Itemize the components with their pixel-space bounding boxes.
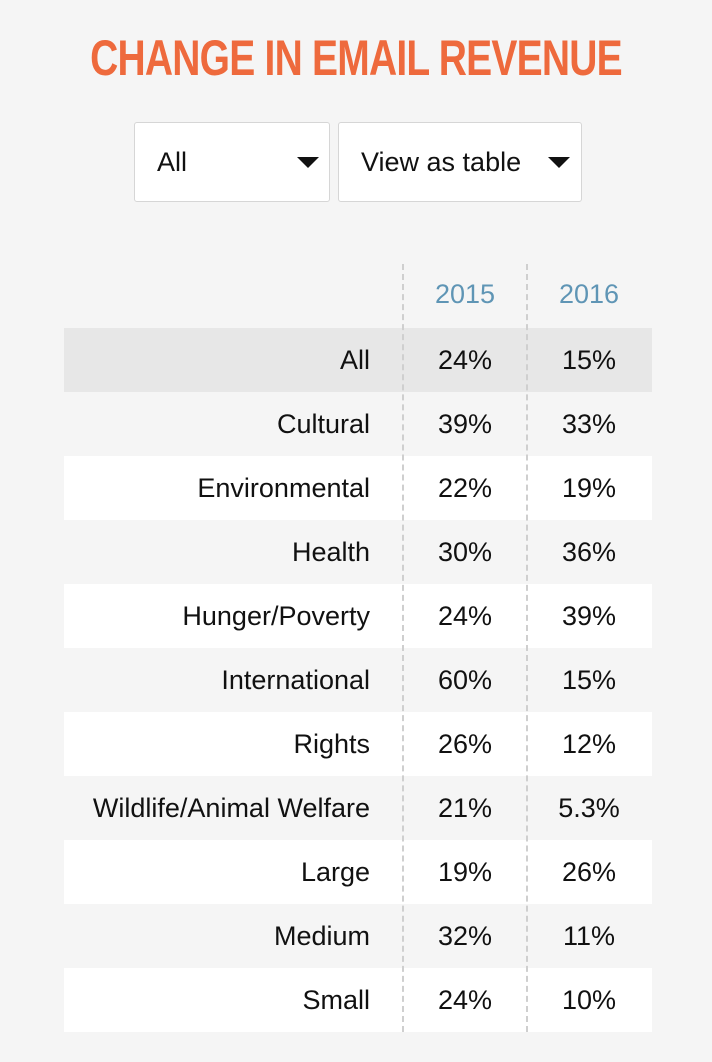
value-2015: 26% — [437, 729, 493, 759]
row-label: Small — [302, 985, 370, 1015]
table-row: All 24% 15% — [64, 328, 652, 392]
value-2015: 21% — [437, 793, 493, 823]
column-divider — [402, 264, 404, 1032]
value-2015: 60% — [437, 665, 493, 695]
value-2015: 32% — [437, 921, 493, 951]
value-2016: 39% — [561, 601, 617, 631]
caret-down-icon — [548, 157, 570, 168]
revenue-table: All 24% 15% Cultural 39% 33% Environment… — [64, 328, 652, 1032]
value-2015: 30% — [437, 537, 493, 567]
view-mode-select[interactable]: View as table — [338, 122, 582, 202]
table-row: Rights 26% 12% — [64, 712, 652, 776]
row-label: Large — [300, 857, 370, 887]
table-row: Medium 32% 11% — [64, 904, 652, 968]
table-row: International 60% 15% — [64, 648, 652, 712]
value-2016: 10% — [561, 985, 617, 1015]
value-2015: 22% — [437, 473, 493, 503]
row-label: Rights — [293, 729, 370, 759]
page-title: CHANGE IN EMAIL REVENUE — [90, 30, 623, 86]
value-2016: 19% — [561, 473, 617, 503]
row-label: Hunger/Poverty — [182, 601, 370, 631]
row-label: Wildlife/Animal Welfare — [92, 793, 370, 823]
value-2016: 15% — [561, 345, 617, 375]
value-2015: 24% — [437, 345, 493, 375]
value-2016: 36% — [561, 537, 617, 567]
value-2015: 39% — [437, 409, 493, 439]
value-2016: 5.3% — [558, 793, 620, 823]
category-filter-value: All — [157, 147, 188, 177]
row-label: Health — [291, 537, 370, 567]
table-row: Cultural 39% 33% — [64, 392, 652, 456]
row-label: Environmental — [197, 473, 370, 503]
column-header-2015: 2015 — [434, 279, 496, 309]
row-label: Cultural — [276, 409, 370, 439]
value-2015: 19% — [437, 857, 493, 887]
view-mode-value: View as table — [361, 147, 522, 177]
value-2016: 15% — [561, 665, 617, 695]
caret-down-icon — [297, 157, 319, 168]
value-2016: 33% — [561, 409, 617, 439]
value-2016: 12% — [561, 729, 617, 759]
row-label: Medium — [273, 921, 370, 951]
table-row: Hunger/Poverty 24% 39% — [64, 584, 652, 648]
row-label: International — [221, 665, 370, 695]
row-label: All — [339, 345, 370, 375]
value-2015: 24% — [437, 985, 493, 1015]
column-divider — [526, 264, 528, 1032]
column-header-2016: 2016 — [558, 279, 620, 309]
table-row: Wildlife/Animal Welfare 21% 5.3% — [64, 776, 652, 840]
table-row: Large 19% 26% — [64, 840, 652, 904]
table-row: Small 24% 10% — [64, 968, 652, 1032]
value-2016: 26% — [561, 857, 617, 887]
table-row: Environmental 22% 19% — [64, 456, 652, 520]
value-2016: 11% — [562, 921, 616, 951]
table-row: Health 30% 36% — [64, 520, 652, 584]
category-filter-select[interactable]: All — [134, 122, 330, 202]
value-2015: 24% — [437, 601, 493, 631]
